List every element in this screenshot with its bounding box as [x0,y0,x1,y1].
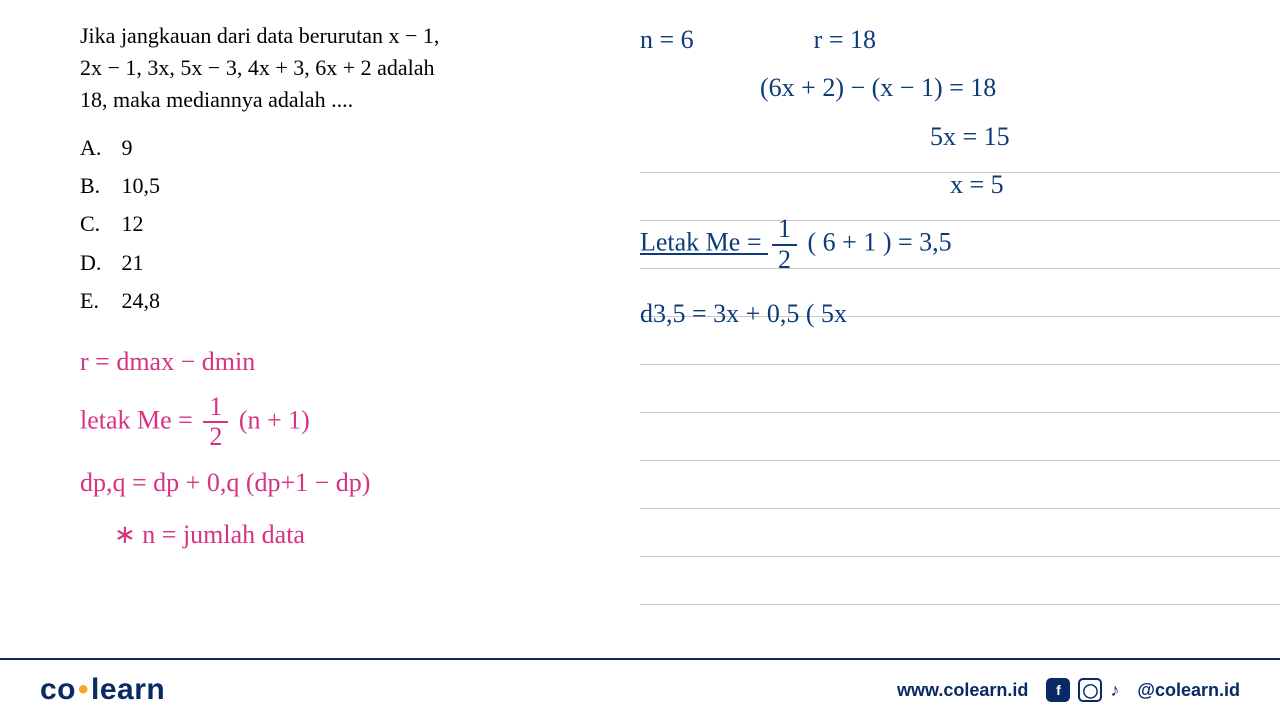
option-value: 24,8 [122,288,161,313]
option-letter: A. [80,130,116,166]
page: Jika jangkauan dari data berurutan x − 1… [0,0,1280,720]
blue-l5-mid: ( 6 + 1 ) = 3,5 [808,228,952,257]
tiktok-icon: ♪ [1110,680,1119,701]
pink-line-3: dp,q = dp + 0,q (dp+1 − dp) [80,462,600,504]
pink-l2-pre: letak Me = [80,405,199,434]
option-letter: C. [80,206,116,242]
logo: co•learn [40,673,165,707]
pink-fraction: 1 2 [203,393,228,452]
social-icons: f ◯ ♪ [1046,678,1119,702]
instagram-icon: ◯ [1078,678,1102,702]
question-line-3: 18, maka mediannya adalah .... [80,84,600,116]
pink-l2-post: (n + 1) [239,405,310,434]
option-value: 9 [122,135,133,160]
option-a: A. 9 [80,130,600,166]
blue-fraction: 1 2 [772,215,797,274]
footer: co•learn www.colearn.id f ◯ ♪ @colearn.i… [0,658,1280,720]
blue-line-3: 5x = 15 [640,117,1240,157]
website-url: www.colearn.id [897,680,1028,701]
option-b: B. 10,5 [80,168,600,204]
social-handle: @colearn.id [1137,680,1240,701]
blue-frac-den: 2 [772,246,797,275]
question-block: Jika jangkauan dari data berurutan x − 1… [80,20,600,116]
blue-line-2: (6x + 2) − (x − 1) = 18 [640,68,1240,108]
option-letter: D. [80,245,116,281]
option-value: 21 [122,250,144,275]
blue-row-1: n = 6 r = 18 [640,20,1240,60]
logo-text-2: learn [91,673,165,706]
blue-line-4: x = 5 [640,165,1240,205]
facebook-icon: f [1046,678,1070,702]
logo-dot: • [78,673,89,706]
blue-frac-num: 1 [772,215,797,246]
pink-line-4: ∗ n = jumlah data [114,514,600,556]
pink-frac-num: 1 [203,393,228,424]
pink-frac-den: 2 [203,423,228,452]
blue-l5-pre: Letak Me = [640,228,768,257]
question-line-1: Jika jangkauan dari data berurutan x − 1… [80,20,600,52]
handwriting-blue: n = 6 r = 18 (6x + 2) − (x − 1) = 18 5x … [640,20,1240,343]
question-line-2: 2x − 1, 3x, 5x − 3, 4x + 3, 6x + 2 adala… [80,52,600,84]
pink-line-1: r = dmax − dmin [80,341,600,383]
left-column: Jika jangkauan dari data berurutan x − 1… [80,20,600,565]
footer-right: www.colearn.id f ◯ ♪ @colearn.id [897,678,1240,702]
option-value: 10,5 [122,173,161,198]
logo-text-1: co [40,673,76,706]
option-value: 12 [122,211,144,236]
blue-n: n = 6 [640,20,694,60]
option-d: D. 21 [80,245,600,281]
blue-line-6: d3,5 = 3x + 0,5 ( 5x [640,294,1240,334]
blue-r: r = 18 [814,20,876,60]
option-e: E. 24,8 [80,283,600,319]
options-list: A. 9 B. 10,5 C. 12 D. 21 E. 24,8 [80,130,600,319]
pink-line-2: letak Me = 1 2 (n + 1) [80,393,600,452]
option-letter: B. [80,168,116,204]
blue-line-5: Letak Me = 1 2 ( 6 + 1 ) = 3,5 [640,215,1240,274]
handwriting-pink: r = dmax − dmin letak Me = 1 2 (n + 1) d… [80,341,600,555]
option-c: C. 12 [80,206,600,242]
option-letter: E. [80,283,116,319]
